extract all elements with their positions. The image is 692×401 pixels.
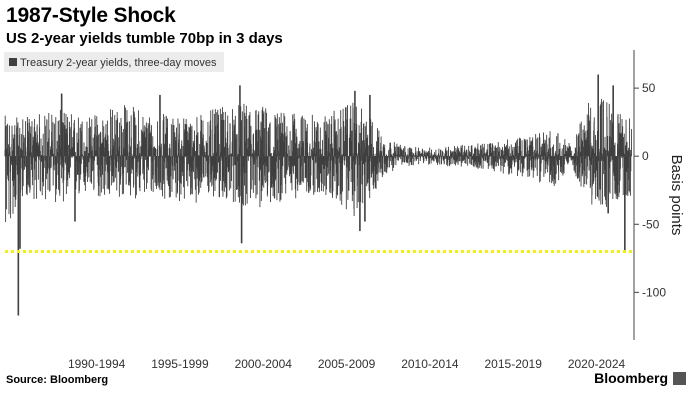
y-tick-label: 0 [642,149,649,163]
x-tick-label: 1995-1999 [151,357,209,371]
chart-subtitle: US 2-year yields tumble 70bp in 3 days [6,30,283,47]
y-tick-label: 50 [642,81,656,95]
series-bars [4,74,632,316]
legend-box [4,52,224,72]
x-tick-label: 2000-2004 [235,357,293,371]
source-note: Source: Bloomberg [6,374,109,386]
x-axis-ticks: 1990-1994 1995-1999 2000-2004 2005-2009 2010… [68,357,626,371]
legend-swatch [9,58,17,66]
brand-wordmark: Bloomberg [594,370,668,386]
y-tick-label: -100 [642,285,666,299]
y-axis-ticks: 50 0 -50 -100 [634,81,666,299]
y-axis-label: Basis points [668,155,685,236]
x-tick-label: 1990-1994 [68,357,126,371]
y-tick-label: -50 [642,217,660,231]
bloomberg-logo-icon [673,372,686,385]
x-tick-label: 2015-2019 [485,357,543,371]
legend-label: Treasury 2-year yields, three-day moves [20,57,217,69]
chart-title: 1987-Style Shock [6,4,176,27]
x-tick-label: 2005-2009 [318,357,376,371]
x-tick-label: 2010-2014 [401,357,459,371]
x-tick-label: 2020-2024 [568,357,626,371]
